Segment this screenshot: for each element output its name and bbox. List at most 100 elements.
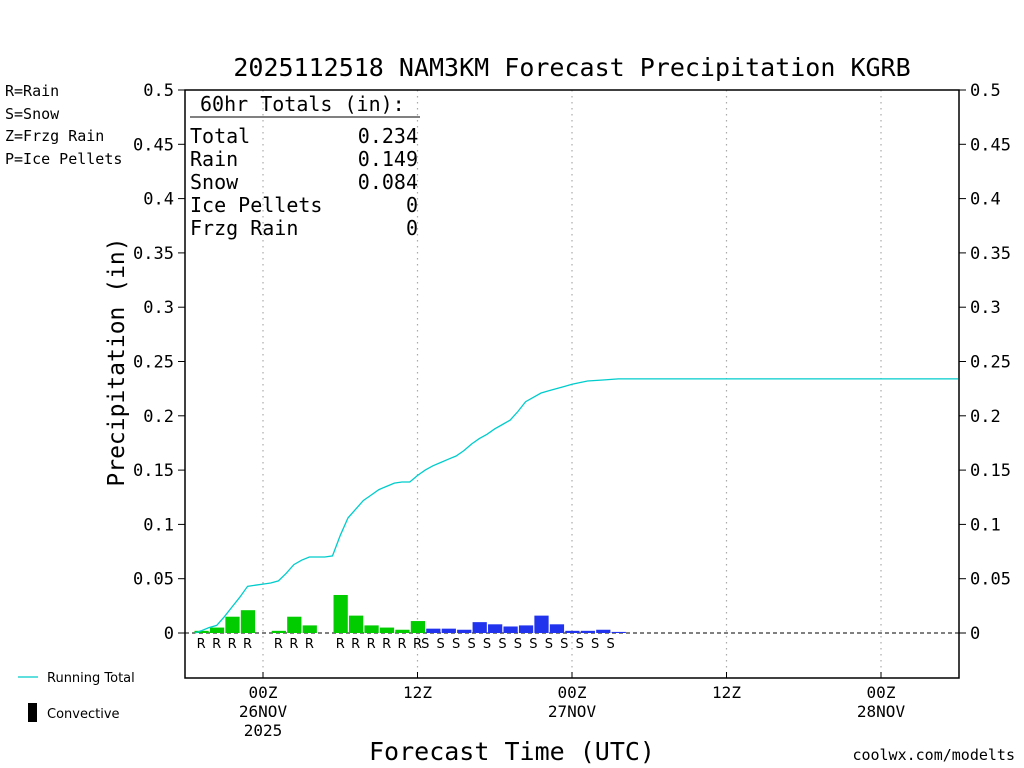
snow-bar (534, 615, 549, 633)
y-tick-label-left: 0.4 (143, 190, 174, 210)
rain-bar (240, 610, 256, 633)
snow-bar (503, 626, 518, 633)
rain-letter: R (382, 637, 391, 652)
rain-bar (209, 627, 225, 633)
totals-box: 60hr Totals (in): Total 0.234 Rain 0.149… (190, 92, 420, 240)
snow-letter: S (576, 637, 584, 652)
totals-value-ice-pellets: 0 (406, 193, 418, 217)
legend-ice-pellets: P=Ice Pellets (5, 150, 122, 168)
watermark: coolwx.com/modelts (852, 746, 1015, 764)
rain-letter: R (197, 637, 206, 652)
legend-snow: S=Snow (5, 105, 60, 123)
rain-letter: R (212, 637, 221, 652)
rain-letter: R (351, 637, 360, 652)
snow-letter: S (452, 637, 460, 652)
y-axis-ticks: 0 00.05 0.050.1 0.10.15 0.150.2 0.20.25 0.250.… (133, 81, 1011, 644)
y-tick-label-left: 0.45 (133, 135, 174, 155)
snow-bar (549, 624, 565, 633)
snow-letter: S (467, 637, 475, 652)
totals-label-snow: Snow (190, 170, 239, 194)
rain-bar (194, 630, 209, 633)
x-tick-label: 00Z (867, 683, 896, 702)
ptype-legend: R=Rain S=Snow Z=Frzg Rain P=Ice Pellets (5, 82, 122, 168)
y-tick-label-right: 0.25 (970, 353, 1011, 373)
rain-bar (364, 625, 379, 633)
y-tick-label-left: 0.5 (143, 81, 174, 101)
totals-value-frzg-rain: 0 (406, 216, 418, 240)
rain-bar (302, 625, 317, 633)
rain-letter: R (274, 637, 283, 652)
snow-bar (472, 622, 487, 633)
snow-letter: S (560, 637, 568, 652)
y-tick-label-left: 0.05 (133, 570, 174, 590)
x-tick-label: 26NOV (239, 702, 288, 721)
x-axis-label: Forecast Time (UTC) (369, 737, 655, 766)
rain-letter: R (289, 637, 298, 652)
y-tick-label-left: 0.15 (133, 461, 174, 481)
totals-value-rain: 0.149 (358, 147, 418, 171)
rain-bar (271, 630, 286, 633)
x-tick-label: 12Z (712, 683, 741, 702)
legend-running-total: Running Total (47, 671, 135, 686)
totals-value-snow: 0.084 (358, 170, 418, 194)
rain-bar (287, 616, 302, 633)
totals-label-rain: Rain (190, 147, 238, 171)
totals-value-total: 0.234 (358, 124, 418, 148)
rain-bar (395, 629, 410, 633)
x-tick-label: 27NOV (548, 702, 597, 721)
rain-letter: R (336, 637, 345, 652)
snow-letter: S (437, 637, 445, 652)
rain-bar (348, 615, 364, 633)
precip-bars (194, 594, 626, 633)
y-tick-label-left: 0.2 (143, 407, 174, 427)
rain-bar (410, 621, 426, 633)
legend-rain: R=Rain (5, 82, 59, 100)
y-tick-label-right: 0.1 (970, 515, 1001, 535)
rain-bar (225, 616, 240, 633)
x-tick-label: 2025 (244, 721, 283, 740)
snow-letter: S (483, 637, 491, 652)
totals-label-total: Total (190, 124, 250, 148)
rain-letter: R (243, 637, 252, 652)
y-tick-label-right: 0.45 (970, 135, 1011, 155)
snow-letter: S (529, 637, 537, 652)
snow-letter: S (606, 637, 614, 652)
snow-bar (580, 630, 595, 633)
snow-bar (457, 629, 472, 633)
snow-letter: S (498, 637, 506, 652)
x-tick-label: 00Z (558, 683, 587, 702)
rain-letter: R (413, 637, 422, 652)
rain-letter: R (367, 637, 376, 652)
legend-convective-swatch (28, 703, 37, 722)
y-tick-label-right: 0.15 (970, 461, 1011, 481)
series-legend: Running Total Convective (18, 671, 135, 722)
rain-letter: R (305, 637, 314, 652)
y-tick-label-right: 0.05 (970, 570, 1011, 590)
totals-heading: 60hr Totals (in): (200, 92, 405, 116)
snow-letter: S (421, 637, 429, 652)
snow-letter: S (591, 637, 599, 652)
y-tick-label-right: 0.2 (970, 407, 1001, 427)
legend-frzg-rain: Z=Frzg Rain (5, 127, 104, 145)
x-tick-label: 12Z (403, 683, 432, 702)
y-tick-label-left: 0.1 (143, 515, 174, 535)
y-tick-label-right: 0.35 (970, 244, 1011, 264)
y-tick-label-right: 0.5 (970, 81, 1001, 101)
y-tick-label-left: 0.3 (143, 298, 174, 318)
snow-bar (488, 624, 503, 633)
rain-bar (333, 594, 348, 633)
snow-bar (426, 628, 441, 633)
snow-bar (596, 629, 611, 633)
snow-bar (611, 631, 626, 633)
totals-label-frzg-rain: Frzg Rain (190, 216, 298, 240)
y-tick-label-right: 0 (970, 624, 980, 644)
rain-bar (379, 627, 395, 633)
totals-label-ice-pellets: Ice Pellets (190, 193, 322, 217)
snow-letter: S (545, 637, 553, 652)
x-tick-label: 00Z (249, 683, 278, 702)
rain-letter: R (228, 637, 237, 652)
rain-letter: R (398, 637, 407, 652)
